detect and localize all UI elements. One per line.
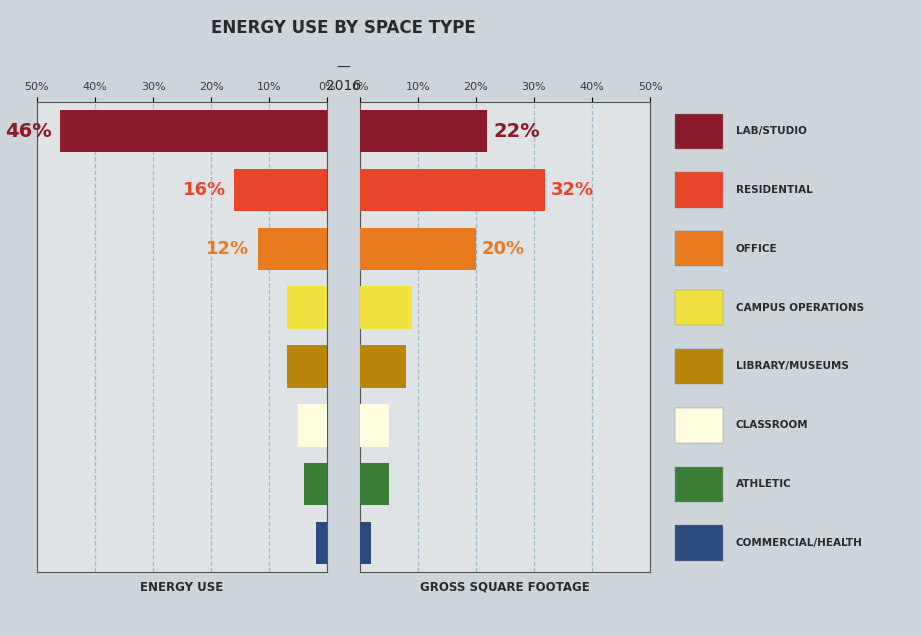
Bar — [287, 345, 327, 388]
Text: 20%: 20% — [481, 240, 525, 258]
Text: 12%: 12% — [206, 240, 249, 258]
Text: LIBRARY/MUSEUMS: LIBRARY/MUSEUMS — [736, 361, 849, 371]
Text: CLASSROOM: CLASSROOM — [736, 420, 809, 431]
Text: CAMPUS OPERATIONS: CAMPUS OPERATIONS — [736, 303, 864, 313]
FancyBboxPatch shape — [675, 467, 723, 502]
FancyBboxPatch shape — [675, 408, 723, 443]
X-axis label: ENERGY USE: ENERGY USE — [140, 581, 224, 594]
Bar — [360, 286, 412, 329]
Text: RESIDENTIAL: RESIDENTIAL — [736, 185, 812, 195]
Bar — [298, 404, 327, 446]
Text: 16%: 16% — [183, 181, 226, 199]
Bar — [257, 228, 327, 270]
Bar — [360, 522, 372, 564]
Bar — [315, 522, 327, 564]
Text: 46%: 46% — [5, 121, 52, 141]
Bar — [234, 169, 327, 211]
FancyBboxPatch shape — [675, 290, 723, 325]
Bar — [304, 463, 327, 506]
Text: ENERGY USE BY SPACE TYPE: ENERGY USE BY SPACE TYPE — [211, 19, 476, 37]
Bar — [360, 463, 389, 506]
Text: 2016: 2016 — [325, 80, 361, 93]
Bar — [360, 345, 406, 388]
FancyBboxPatch shape — [675, 172, 723, 207]
FancyBboxPatch shape — [675, 114, 723, 149]
Bar — [360, 404, 389, 446]
FancyBboxPatch shape — [675, 525, 723, 561]
FancyBboxPatch shape — [675, 231, 723, 266]
Bar — [360, 110, 488, 153]
Bar — [360, 228, 476, 270]
Bar — [60, 110, 327, 153]
Text: 32%: 32% — [551, 181, 595, 199]
Text: ATHLETIC: ATHLETIC — [736, 479, 792, 489]
Text: 22%: 22% — [493, 121, 540, 141]
Bar — [287, 286, 327, 329]
Text: —: — — [337, 60, 350, 74]
Text: OFFICE: OFFICE — [736, 244, 777, 254]
Text: LAB/STUDIO: LAB/STUDIO — [736, 126, 807, 136]
Bar — [360, 169, 546, 211]
X-axis label: GROSS SQUARE FOOTAGE: GROSS SQUARE FOOTAGE — [420, 581, 590, 594]
Text: COMMERCIAL/HEALTH: COMMERCIAL/HEALTH — [736, 538, 863, 548]
FancyBboxPatch shape — [675, 349, 723, 384]
